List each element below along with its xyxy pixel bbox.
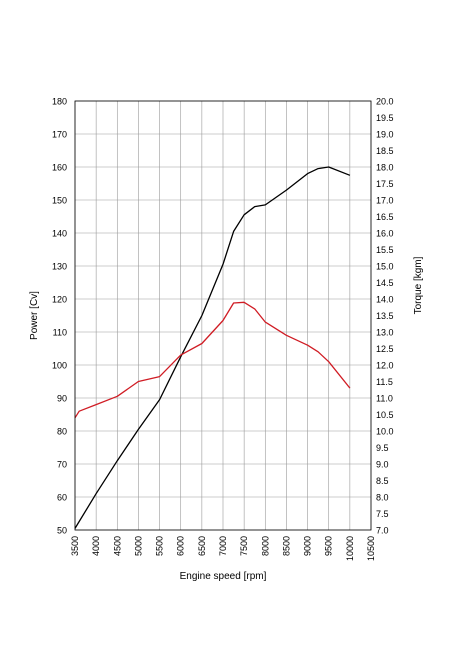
series-layer <box>75 167 350 528</box>
x-tick-label: 4500 <box>112 536 122 556</box>
y-right-tick-label: 13.5 <box>376 311 394 321</box>
y-right-tick-label: 10.5 <box>376 410 394 420</box>
y-right-tick-label: 11.5 <box>376 377 393 387</box>
x-tick-label: 7500 <box>239 536 249 556</box>
y-right-tick-label: 19.0 <box>376 130 394 140</box>
y-right-tick-label: 19.5 <box>376 113 394 123</box>
y-left-tick-label: 100 <box>52 361 67 371</box>
x-tick-label: 10500 <box>366 536 376 561</box>
x-tick-label: 5500 <box>155 536 165 556</box>
y-left-tick-label: 70 <box>57 460 67 470</box>
x-tick-label: 3500 <box>70 536 80 556</box>
y-axis-right-title: Torque [kgm] <box>413 256 424 314</box>
y-right-tick-label: 10.0 <box>376 427 394 437</box>
y-left-tick-label: 50 <box>57 526 67 536</box>
x-tick-label: 8500 <box>281 536 291 556</box>
y-right-tick-label: 13.0 <box>376 328 394 338</box>
power-series-line <box>75 167 350 528</box>
x-tick-label: 6500 <box>197 536 207 556</box>
x-axis-title: Engine speed [rpm] <box>180 571 267 582</box>
y-right-tick-label: 17.0 <box>376 196 394 206</box>
y-left-tick-label: 140 <box>52 229 67 239</box>
y-left-tick-label: 60 <box>57 493 67 503</box>
y-right-tick-label: 7.5 <box>376 509 389 519</box>
y-left-tick-label: 170 <box>52 130 67 140</box>
y-right-tick-label: 20.0 <box>376 97 394 107</box>
y-right-tick-label: 9.5 <box>376 443 389 453</box>
y-right-tick-label: 16.5 <box>376 212 394 222</box>
torque-series-line <box>75 302 350 418</box>
y-right-tick-label: 15.5 <box>376 245 394 255</box>
y-left-tick-label: 180 <box>52 97 67 107</box>
y-left-tick-label: 130 <box>52 262 67 272</box>
x-tick-label: 8000 <box>260 536 270 556</box>
y-axis-left-title: Power [Cv] <box>29 291 40 340</box>
y-right-tick-label: 18.5 <box>376 146 394 156</box>
grid-layer <box>75 101 371 530</box>
y-right-tick-label: 11.0 <box>376 394 393 404</box>
y-right-tick-label: 9.0 <box>376 460 389 470</box>
x-tick-label: 7000 <box>218 536 228 556</box>
y-left-tick-label: 150 <box>52 196 67 206</box>
y-right-tick-label: 7.0 <box>376 526 389 536</box>
x-tick-label: 10000 <box>345 536 355 561</box>
y-right-tick-label: 8.0 <box>376 493 389 503</box>
x-tick-label: 9000 <box>303 536 313 556</box>
x-tick-label: 4000 <box>91 536 101 556</box>
x-tick-label: 5000 <box>133 536 143 556</box>
y-right-tick-label: 16.0 <box>376 229 394 239</box>
y-left-tick-label: 90 <box>57 394 67 404</box>
y-right-tick-label: 15.0 <box>376 262 394 272</box>
y-right-tick-label: 8.5 <box>376 476 389 486</box>
x-tick-label: 9500 <box>324 536 334 556</box>
y-left-tick-label: 160 <box>52 163 67 173</box>
y-left-tick-label: 110 <box>53 328 67 338</box>
y-right-tick-label: 17.5 <box>376 179 394 189</box>
y-left-tick-label: 120 <box>52 295 67 305</box>
x-tick-label: 6000 <box>176 536 186 556</box>
y-right-tick-label: 12.5 <box>376 344 394 354</box>
y-right-tick-label: 14.0 <box>376 295 394 305</box>
y-right-tick-label: 12.0 <box>376 361 394 371</box>
y-right-tick-label: 18.0 <box>376 163 394 173</box>
y-left-tick-label: 80 <box>57 427 67 437</box>
y-right-tick-label: 14.5 <box>376 278 394 288</box>
